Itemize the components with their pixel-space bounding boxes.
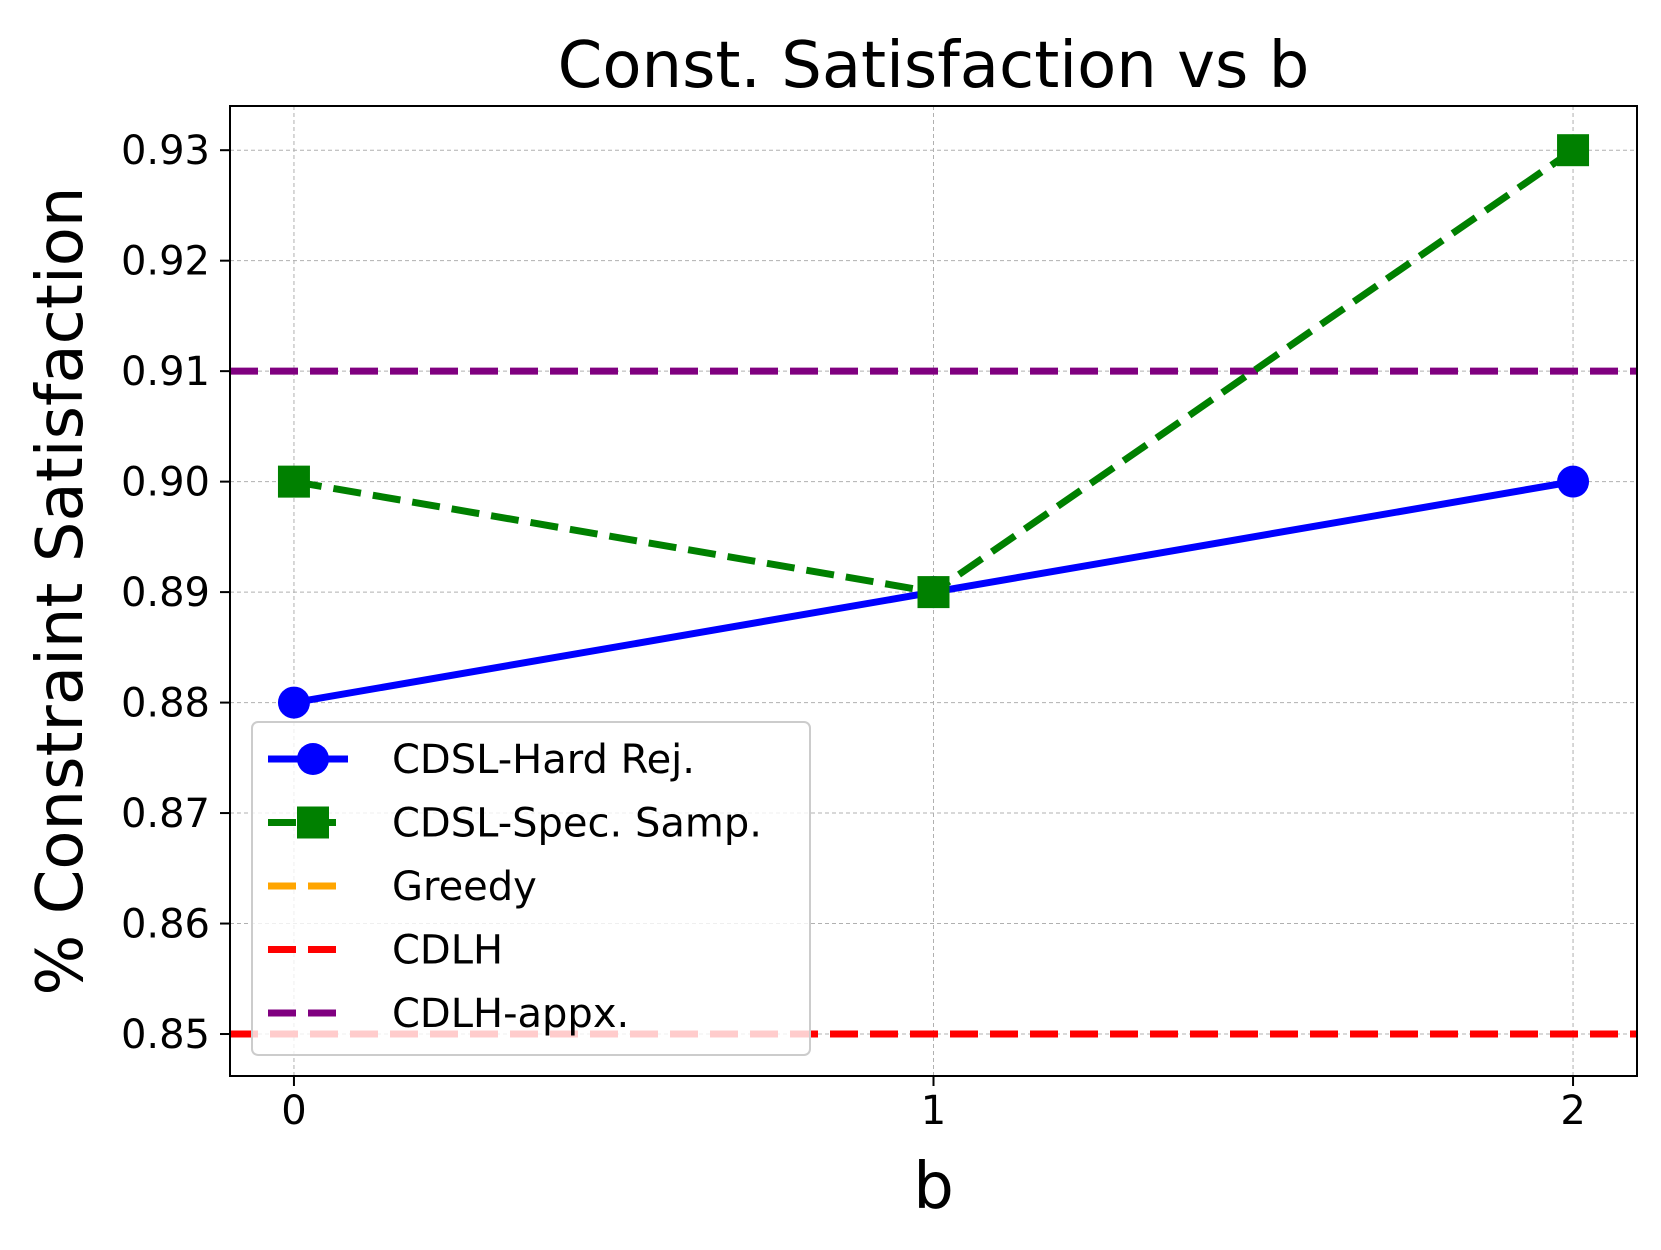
legend-label-cdsl-spec-samp: CDSL-Spec. Samp.: [392, 801, 762, 847]
point-cdsl-hard-rej-0: [277, 686, 310, 719]
y-tick-label-3: 0.88: [121, 681, 210, 727]
y-tick-label-2: 0.87: [121, 791, 210, 837]
point-cdsl-spec-samp-0: [277, 465, 310, 498]
x-tick-label-1: 1: [921, 1088, 946, 1134]
point-cdsl-hard-rej-2: [1557, 465, 1590, 498]
x-axis-label: b: [913, 1150, 954, 1224]
axis-ticks: 0 1 2 0.85 0.86 0.87 0.88 0.89 0.90 0.91 0.92 0.93: [121, 128, 1586, 1134]
point-cdsl-spec-samp-2: [1557, 134, 1590, 167]
y-tick-label-0: 0.85: [121, 1012, 210, 1058]
series-lines: [277, 134, 1590, 719]
reference-lines: [230, 367, 1637, 1038]
legend-label-cdsl-hard-rej: CDSL-Hard Rej.: [392, 737, 695, 783]
y-tick-label-7: 0.92: [121, 239, 210, 285]
legend: CDSL-Hard Rej. CDSL-Spec. Samp. Greedy CDLH…: [251, 721, 811, 1056]
y-tick-label-6: 0.91: [121, 349, 210, 395]
x-tick-label-0: 0: [281, 1088, 306, 1134]
y-tick-label-1: 0.86: [121, 902, 210, 948]
legend-label-greedy: Greedy: [392, 864, 537, 910]
x-tick-label-2: 2: [1560, 1088, 1585, 1134]
y-tick-label-4: 0.89: [121, 570, 210, 616]
legend-label-cdlh: CDLH: [392, 928, 503, 974]
y-tick-label-5: 0.90: [121, 460, 210, 506]
point-cdsl-spec-samp-1: [917, 576, 950, 609]
legend-box: [251, 721, 811, 1056]
legend-marker-cdsl-hard-rej: [297, 743, 329, 775]
y-tick-label-8: 0.93: [121, 128, 210, 174]
y-axis-label: % Constraint Satisfaction: [24, 187, 98, 996]
chart-title: Const. Satisfaction vs b: [558, 29, 1310, 103]
legend-label-cdlh-appx: CDLH-appx.: [392, 991, 629, 1037]
legend-marker-cdsl-spec-samp: [297, 806, 329, 839]
